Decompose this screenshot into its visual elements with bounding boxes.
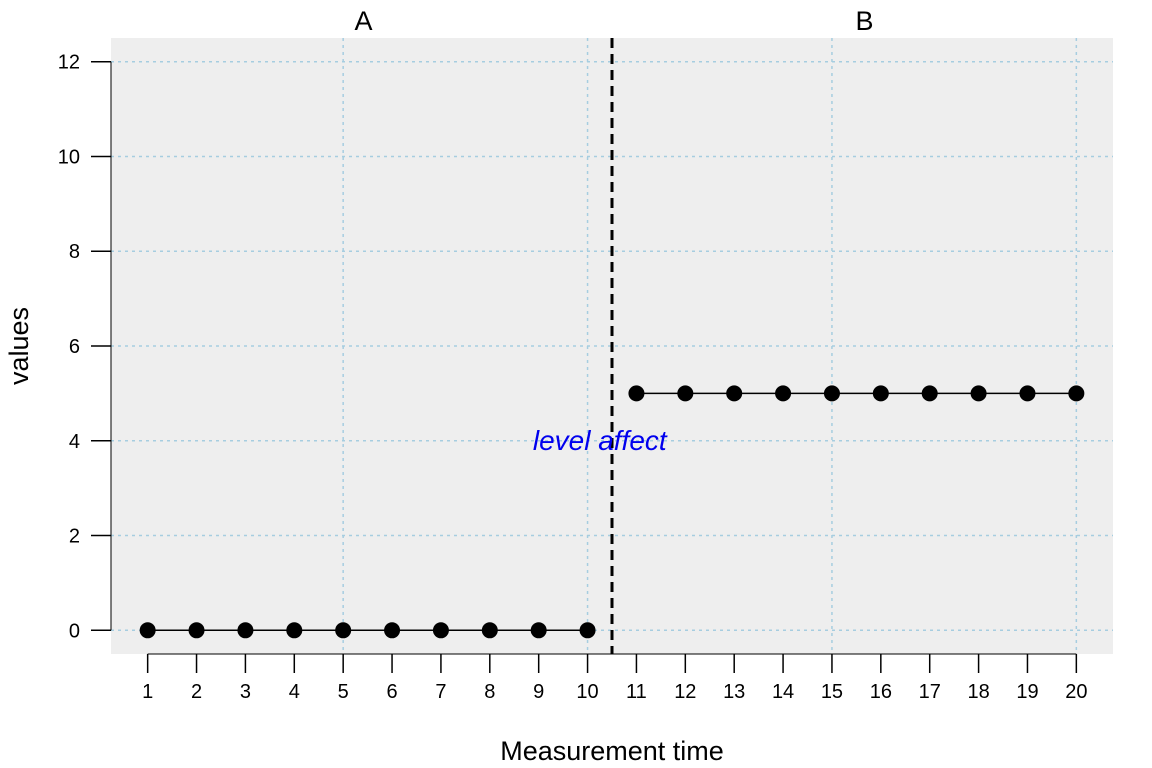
- y-tick-label-8: 8: [69, 241, 80, 263]
- y-tick-label-2: 2: [69, 526, 80, 548]
- data-point-5: [335, 622, 352, 639]
- data-point-16: [872, 385, 889, 402]
- data-point-13: [726, 385, 743, 402]
- data-point-3: [237, 622, 254, 639]
- x-tick-label-6: 6: [386, 681, 397, 703]
- x-tick-label-7: 7: [435, 681, 446, 703]
- y-axis: 0 2 4 6 8 10 12: [58, 52, 112, 642]
- x-tick-label-18: 18: [967, 681, 989, 703]
- x-tick-label-5: 5: [338, 681, 349, 703]
- y-tick-label-12: 12: [58, 52, 80, 74]
- data-point-1: [139, 622, 156, 639]
- y-tick-label-4: 4: [69, 431, 80, 453]
- x-tick-label-14: 14: [772, 681, 794, 703]
- x-axis: 1 2 3 4 5 6 7 8 9 10 11 12 13 14 15 16 17 18 19 20: [142, 653, 1087, 703]
- data-point-7: [432, 622, 449, 639]
- x-tick-label-16: 16: [870, 681, 892, 703]
- annotation-level-affect: level affect: [533, 425, 668, 456]
- data-point-8: [481, 622, 498, 639]
- x-tick-label-10: 10: [576, 681, 598, 703]
- x-tick-label-1: 1: [142, 681, 153, 703]
- data-point-19: [1019, 385, 1036, 402]
- data-point-15: [823, 385, 840, 402]
- x-tick-label-9: 9: [533, 681, 544, 703]
- data-point-12: [677, 385, 694, 402]
- x-tick-label-20: 20: [1065, 681, 1087, 703]
- y-tick-label-6: 6: [69, 336, 80, 358]
- data-point-11: [628, 385, 645, 402]
- data-point-10: [579, 622, 596, 639]
- x-tick-label-8: 8: [484, 681, 495, 703]
- y-tick-label-0: 0: [69, 620, 80, 642]
- x-tick-label-11: 11: [626, 681, 647, 703]
- phase-label-b: B: [855, 6, 873, 36]
- data-point-9: [530, 622, 547, 639]
- phase-label-a: A: [354, 6, 372, 36]
- x-tick-label-15: 15: [821, 681, 843, 703]
- x-tick-label-4: 4: [289, 681, 300, 703]
- x-tick-label-19: 19: [1016, 681, 1038, 703]
- y-tick-label-10: 10: [58, 146, 80, 168]
- data-point-2: [188, 622, 205, 639]
- data-point-20: [1068, 385, 1085, 402]
- series: [139, 385, 1085, 639]
- data-point-14: [775, 385, 792, 402]
- y-axis-title: values: [4, 307, 34, 385]
- x-tick-label-13: 13: [723, 681, 745, 703]
- x-tick-label-2: 2: [191, 681, 202, 703]
- x-tick-label-12: 12: [674, 681, 696, 703]
- x-axis-title: Measurement time: [500, 736, 724, 766]
- data-point-17: [921, 385, 938, 402]
- data-point-4: [286, 622, 303, 639]
- x-tick-label-17: 17: [919, 681, 941, 703]
- x-tick-label-3: 3: [240, 681, 251, 703]
- data-point-6: [384, 622, 401, 639]
- data-point-18: [970, 385, 987, 402]
- grid: [111, 38, 1113, 654]
